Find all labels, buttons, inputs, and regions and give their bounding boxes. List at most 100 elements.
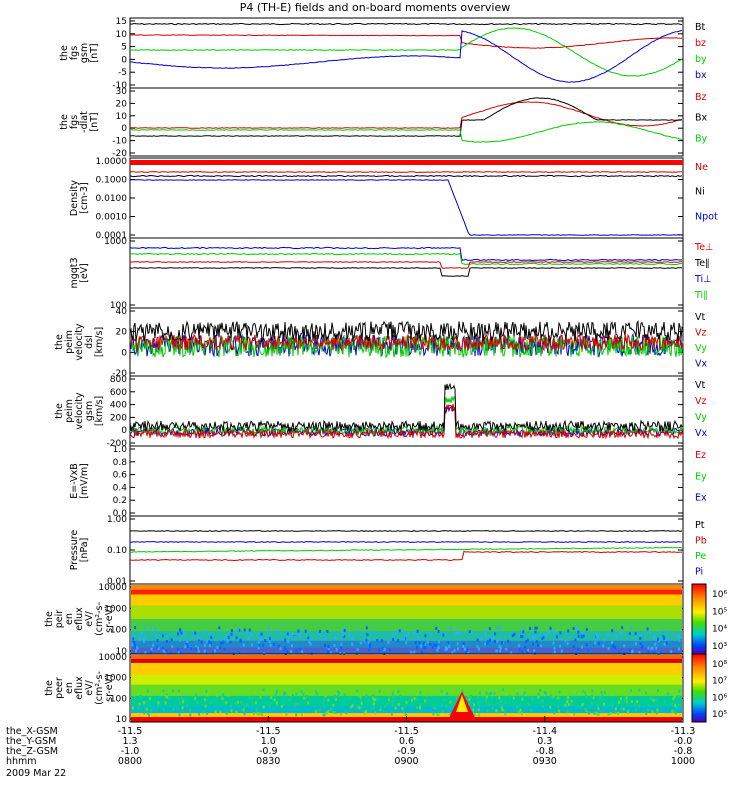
heatmap-cell	[212, 651, 215, 655]
heatmap-cell	[491, 696, 494, 700]
heatmap-cell	[132, 637, 135, 641]
legend-Bt: Bt	[695, 22, 706, 33]
y-tick-label: 0.0	[113, 509, 128, 519]
heatmap-cell	[410, 698, 413, 702]
heatmap-cell	[678, 638, 681, 642]
heatmap-cell	[382, 648, 385, 652]
y-tick-label: 40	[116, 307, 128, 317]
heatmap-cell	[485, 695, 488, 699]
heatmap-cell	[162, 646, 165, 650]
y-tick-label: -20	[112, 149, 127, 159]
heatmap-cell	[204, 704, 207, 708]
heatmap-cell	[319, 629, 322, 633]
heatmap-cell	[381, 639, 384, 643]
heatmap-cell	[285, 712, 288, 716]
heatmap-cell	[142, 637, 145, 641]
heatmap-cell	[433, 705, 436, 709]
heatmap-cell	[287, 640, 290, 644]
heatmap-cell	[264, 635, 267, 639]
heatmap-cell	[420, 644, 423, 648]
heatmap-cell	[478, 713, 481, 717]
y-axis-title: en	[64, 613, 75, 625]
y-tick-label: 0.0010	[96, 213, 128, 223]
heatmap-cell	[177, 697, 180, 701]
heatmap-cell	[273, 642, 276, 646]
x-tick-label: 0900	[394, 756, 418, 767]
legend-Vt: Vt	[695, 380, 705, 391]
heatmap-cell	[674, 711, 677, 715]
heatmap-cell	[516, 692, 519, 696]
legend-Pe: Pe	[695, 551, 706, 562]
heatmap-cell	[517, 710, 520, 714]
heatmap-cell	[376, 698, 379, 702]
heatmap-cell	[595, 711, 598, 715]
colorbar	[691, 653, 707, 723]
heatmap-cell	[305, 695, 308, 699]
heatmap-cell	[446, 647, 449, 651]
heatmap-cell	[338, 691, 341, 695]
heatmap-cell	[677, 647, 680, 651]
heatmap-cell	[451, 689, 454, 693]
heatmap-cell	[487, 702, 490, 706]
heatmap-cell	[220, 641, 223, 645]
y-tick-label: 1.0	[113, 445, 128, 455]
y-tick-label: 0	[121, 55, 127, 65]
heatmap-cell	[596, 703, 599, 707]
heatmap-cell	[677, 634, 680, 638]
heatmap-cell	[203, 649, 206, 653]
panel-temperature: 1000 100 mgqt3 [eV] Te⊥ Te∥ Ti⊥ Ti∥	[69, 237, 713, 311]
heatmap-cell	[210, 700, 213, 704]
x-tick-label: 0.6	[399, 736, 414, 747]
heatmap-cell	[404, 634, 407, 638]
legend-Vx: Vx	[695, 359, 707, 370]
heatmap-cell	[324, 636, 327, 640]
heatmap-cell	[288, 698, 291, 702]
heatmap-cell	[449, 712, 452, 716]
heatmap-cell	[315, 709, 318, 713]
heatmap-cell	[549, 705, 552, 709]
heatmap-cell	[664, 637, 667, 641]
heatmap-cell	[662, 634, 665, 638]
legend-bz: bz	[695, 38, 706, 49]
heatmap-cell	[558, 709, 561, 713]
heatmap-cell	[650, 647, 653, 651]
series-Ne-band	[130, 160, 683, 165]
heatmap-cell	[134, 649, 137, 653]
heatmap-cell	[625, 700, 628, 704]
heatmap-cell	[209, 632, 212, 636]
heatmap-cell	[537, 695, 540, 699]
heatmap-cell	[453, 648, 456, 652]
heatmap-cell	[149, 626, 152, 630]
heatmap-cell	[423, 645, 426, 649]
x-tick-label: 0.3	[537, 736, 552, 747]
heatmap-cell	[566, 642, 569, 646]
y-axis-title: eflux	[74, 676, 85, 700]
heatmap-cell	[195, 693, 198, 697]
heatmap-cell	[652, 698, 655, 702]
heatmap-cell	[473, 713, 476, 717]
legend-Vz: Vz	[695, 328, 707, 339]
heatmap-cell	[499, 646, 502, 650]
heatmap-cell	[581, 645, 584, 649]
heatmap-cell	[573, 712, 576, 716]
heatmap-cell	[658, 639, 661, 643]
heatmap-cell	[531, 696, 534, 700]
heatmap-cell	[165, 640, 168, 644]
heatmap-cell	[655, 711, 658, 715]
heatmap-cell	[434, 706, 437, 710]
heatmap-cell	[565, 695, 568, 699]
heatmap-cell	[611, 629, 614, 633]
heatmap-cell	[496, 626, 499, 630]
heatmap-cell	[441, 703, 444, 707]
heatmap-cell	[322, 701, 325, 705]
heatmap-cell	[660, 651, 663, 655]
heatmap-cell	[503, 708, 506, 712]
heatmap-cell	[484, 633, 487, 637]
heatmap-cell	[614, 646, 617, 650]
heatmap-cell	[157, 646, 160, 650]
heatmap-cell	[138, 637, 141, 641]
heatmap-cell	[182, 697, 185, 701]
heatmap-cell	[424, 645, 427, 649]
y-axis-title: mgqt3	[69, 257, 80, 288]
heatmap-cell	[628, 631, 631, 635]
